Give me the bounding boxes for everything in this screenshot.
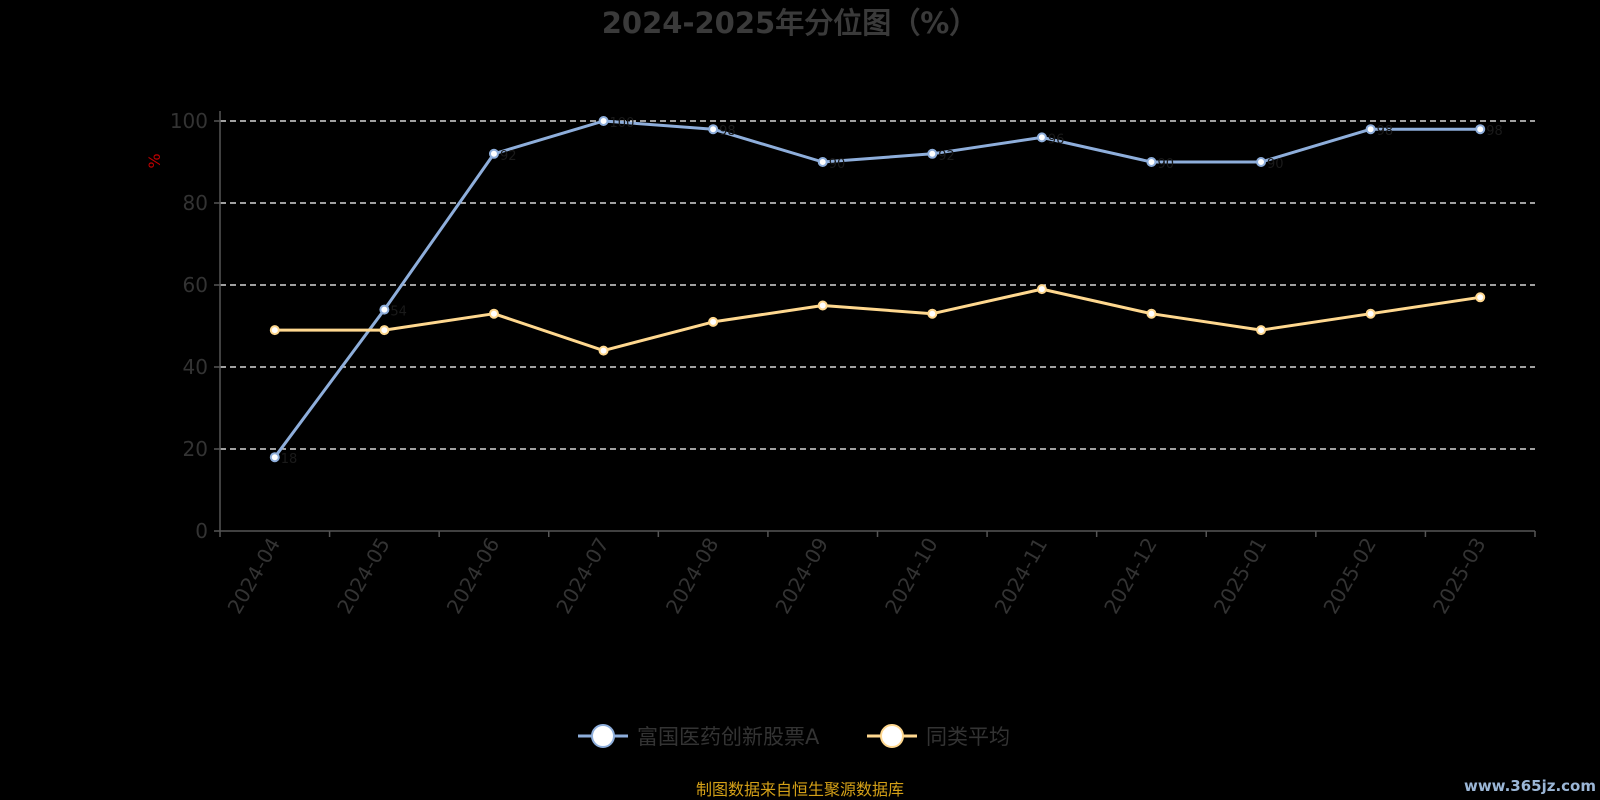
chart-title: 2024-2025年分位图（%） (602, 6, 979, 40)
x-tick-label: 2025-03 (1428, 534, 1491, 618)
data-point (817, 300, 828, 311)
x-tick-label: 2024-09 (770, 534, 833, 618)
axis-layer: 0 20 40 60 80 100 2024-04 2024-05 2024-06 2024-07… (170, 109, 1536, 618)
x-tick-label: 2024-08 (661, 534, 724, 618)
x-tick-label: 2024-05 (332, 534, 395, 618)
x-tick-label: 2025-01 (1209, 534, 1272, 618)
data-label: 90 (1157, 157, 1174, 172)
grid-layer (220, 120, 1535, 450)
data-point (488, 148, 499, 159)
data-point (1365, 308, 1376, 319)
data-point (1256, 325, 1267, 336)
series-line-2 (274, 287, 1481, 353)
legend-label-1: 富国医药创新股票A (637, 725, 820, 749)
x-tick-label: 2024-10 (880, 534, 943, 618)
x-tick-label: 2024-12 (1099, 534, 1162, 618)
data-point (927, 148, 938, 159)
data-point (1036, 284, 1047, 295)
data-point (379, 304, 390, 315)
series-layer: 18 54 92 100 98 90 92 96 90 90 98 98 (269, 116, 1503, 467)
data-point (1146, 308, 1157, 319)
y-tick-label: 0 (195, 519, 208, 543)
data-point (269, 452, 280, 463)
y-tick-label: 60 (183, 273, 208, 297)
data-point (1256, 157, 1267, 167)
y-tick-label: 40 (183, 355, 208, 379)
y-axis-unit: % (145, 153, 164, 168)
data-point (1475, 124, 1486, 135)
x-tick-label: 2024-04 (223, 534, 286, 618)
data-point (379, 325, 390, 336)
data-label: 98 (719, 124, 736, 139)
legend-label-2: 同类平均 (926, 725, 1010, 749)
data-point (1365, 124, 1376, 135)
data-point (269, 325, 280, 336)
data-point (817, 157, 828, 167)
data-label: 54 (390, 305, 407, 320)
y-tick-label: 80 (183, 191, 208, 215)
legend[interactable]: 富国医药创新股票A 同类平均 (578, 724, 1010, 749)
x-tick-label: 2024-06 (442, 534, 505, 618)
x-tick-label: 2024-07 (551, 534, 614, 618)
data-point (488, 308, 499, 319)
legend-swatch-marker-1 (591, 724, 615, 748)
y-tick-label: 20 (183, 437, 208, 461)
legend-swatch-marker-2 (880, 724, 904, 748)
data-label: 96 (1048, 132, 1065, 147)
x-tick-label: 2024-11 (990, 534, 1053, 618)
data-label: 90 (829, 157, 846, 172)
data-point (927, 308, 938, 319)
data-label: 98 (1486, 124, 1503, 139)
data-label: 100 (610, 116, 635, 131)
data-label: 98 (1377, 124, 1394, 139)
data-label: 92 (500, 149, 517, 164)
data-point (1475, 292, 1486, 303)
data-label: 18 (281, 452, 298, 467)
data-point (708, 124, 719, 135)
watermark: www.365jz.com (1464, 777, 1596, 795)
series-line-1 (273, 119, 1481, 459)
data-point (1036, 132, 1047, 143)
data-point (1146, 157, 1157, 167)
x-tick-label: 2025-02 (1318, 534, 1381, 618)
source-note: 制图数据来自恒生聚源数据库 (696, 780, 904, 799)
y-tick-label: 100 (170, 109, 208, 133)
data-label: 90 (1267, 157, 1284, 172)
data-point (598, 116, 609, 126)
data-point (598, 345, 609, 356)
data-label: 92 (938, 149, 955, 164)
data-point (708, 316, 719, 327)
